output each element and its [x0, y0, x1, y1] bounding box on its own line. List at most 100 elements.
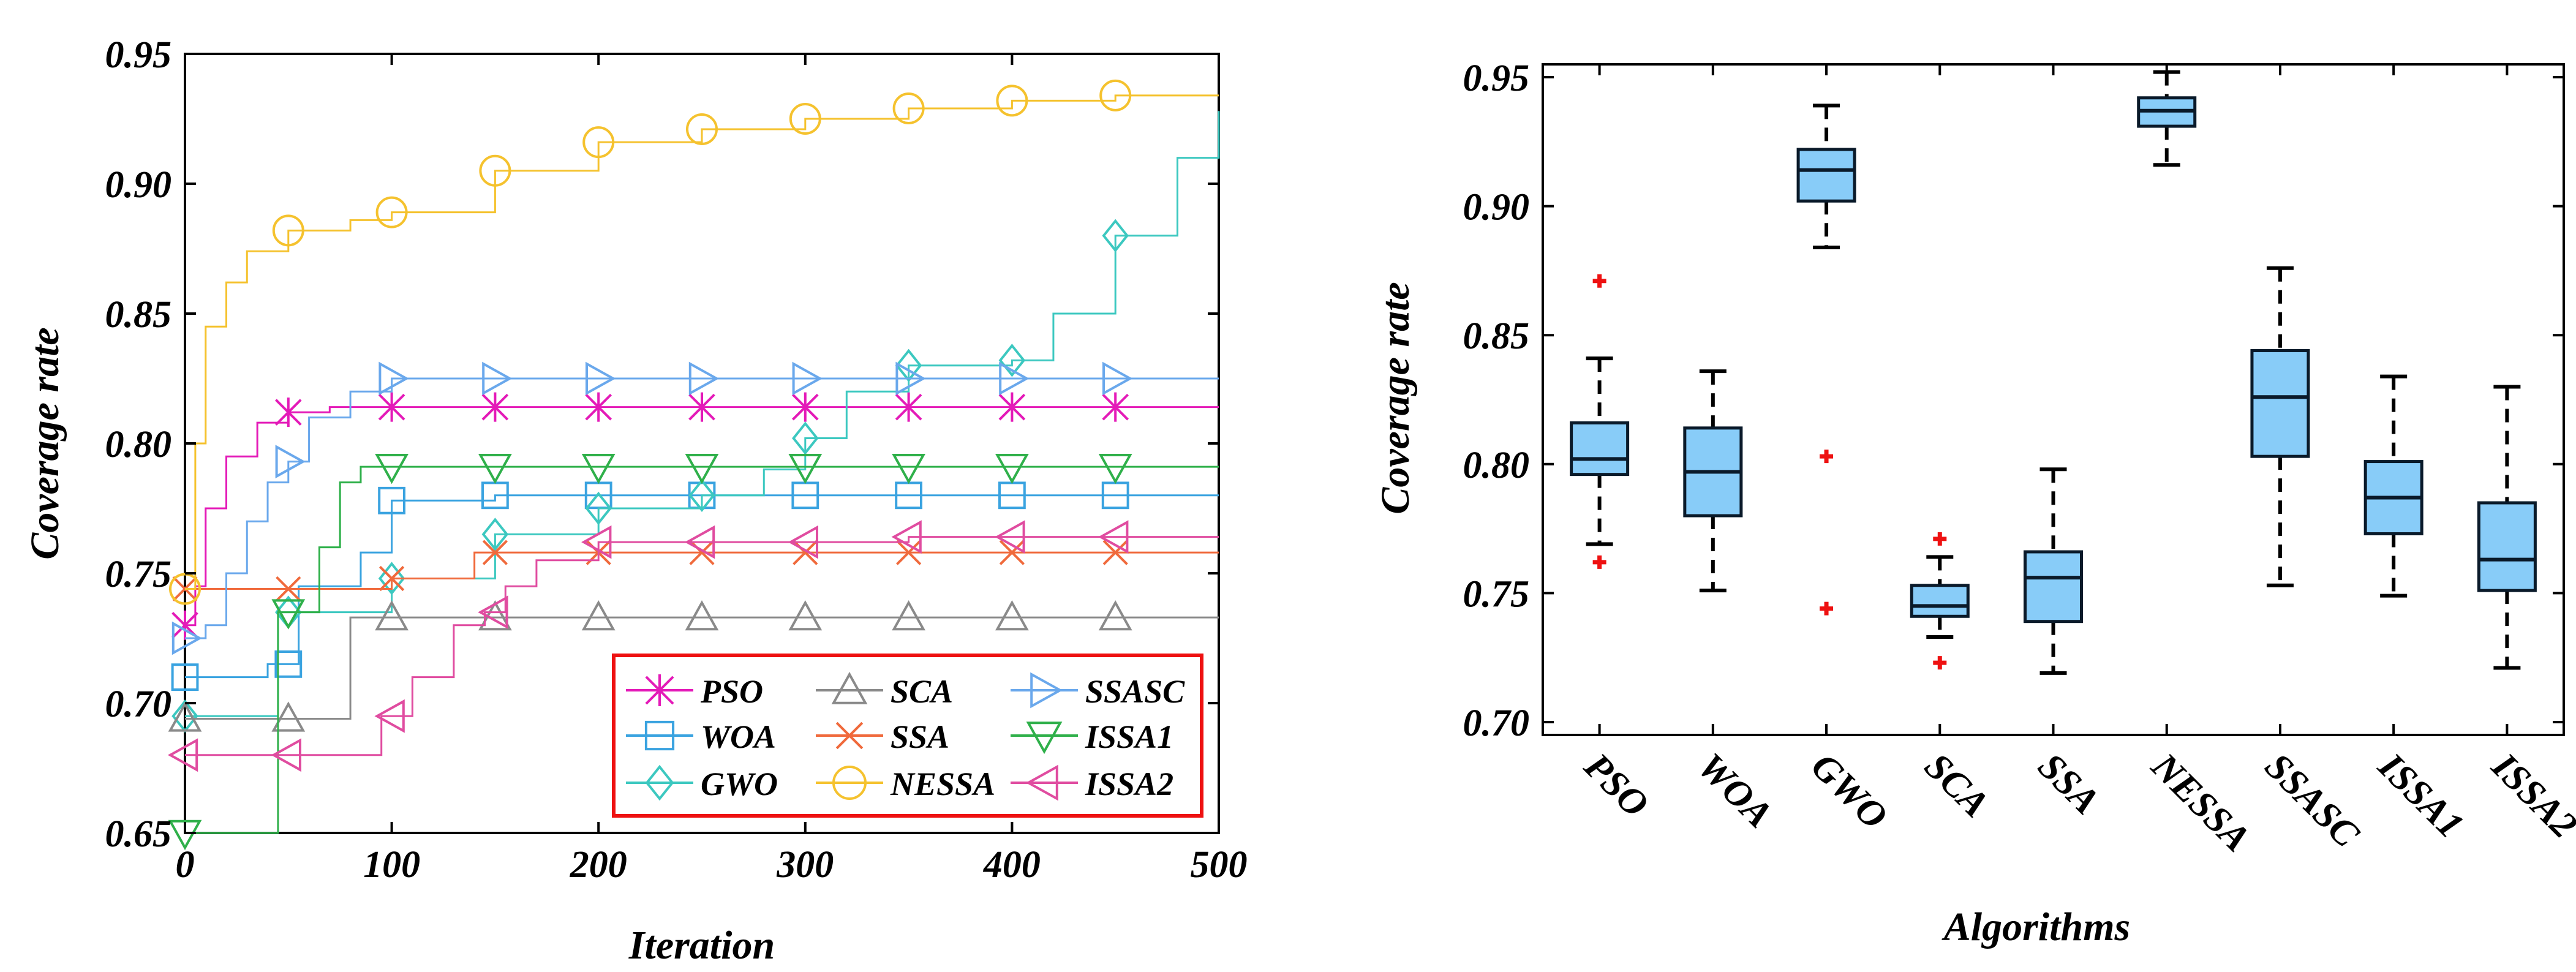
legend-item-issa1: ISSA1 [1011, 718, 1173, 755]
legend-label: SCA [891, 673, 953, 710]
outlier-marker [1933, 656, 1947, 670]
series-nessa [169, 79, 1219, 605]
data-point-gwo [998, 344, 1026, 377]
data-point-ssa [999, 540, 1025, 565]
data-point-gwo [481, 518, 509, 551]
data-point-ssa [378, 565, 405, 592]
legend-marker [644, 720, 675, 751]
data-point-issa2 [788, 525, 818, 559]
data-point-gwo [895, 348, 922, 383]
data-point-ssasc [895, 361, 926, 396]
box-body [2024, 550, 2083, 624]
data-point-ssasc [171, 621, 203, 655]
legend-marker [1026, 721, 1063, 755]
data-point-gwo [1102, 219, 1129, 253]
series-pso [171, 392, 1219, 640]
line-chart-axis-ticks: 0 100 200 300 400 500 0.65 0.70 0.75 0.80 0.85 0.90… [105, 34, 1248, 886]
box-body [2477, 501, 2537, 592]
data-point-nessa [996, 85, 1028, 117]
legend-label: WOA [701, 718, 776, 755]
outlier-marker [1933, 532, 1947, 546]
data-point-issa1 [892, 453, 925, 484]
legend-item-issa2: ISSA2 [1011, 764, 1173, 802]
data-point-sca [375, 600, 409, 631]
x-tick-label: 200 [570, 844, 627, 886]
data-point-pso [481, 392, 509, 422]
data-point-ssasc [999, 361, 1030, 396]
x-tick-label: SSASC [2257, 745, 2367, 856]
data-point-nessa [1099, 79, 1132, 111]
legend-label: NESSA [890, 766, 995, 802]
x-tick-label: ISSA1 [2370, 745, 2472, 846]
box-body [1796, 148, 1856, 203]
y-tick-label: 0.80 [105, 424, 172, 465]
series-line-woa [185, 494, 1219, 679]
legend-marker [831, 671, 868, 704]
legend-marker [645, 764, 674, 801]
x-tick-label: WOA [1690, 745, 1780, 836]
data-point-issa1 [1098, 453, 1132, 484]
box-body [2250, 348, 2310, 458]
data-point-woa [171, 663, 199, 691]
x-tick-label: ISSA2 [2484, 745, 2576, 846]
box-plot-boxes [1570, 70, 2537, 675]
y-tick-label: 0.65 [105, 813, 172, 855]
x-tick-label: PSO [1576, 745, 1657, 826]
y-tick-label: 0.80 [1463, 445, 1530, 486]
series-sca [168, 600, 1219, 732]
data-point-gwo [585, 491, 612, 526]
box-issa2 [2477, 385, 2537, 670]
data-point-nessa [892, 92, 925, 125]
data-point-issa1 [375, 453, 409, 484]
legend-label: SSA [891, 718, 949, 755]
data-point-issa1 [788, 453, 823, 484]
legend-marker [835, 721, 864, 750]
data-point-pso [688, 392, 715, 422]
y-tick-label: 0.90 [1463, 187, 1530, 228]
box-pso [1570, 274, 1630, 569]
data-point-issa1 [271, 599, 306, 630]
legend-marker [1025, 764, 1058, 801]
data-point-sca [581, 600, 616, 631]
series-ssa [172, 540, 1219, 602]
data-point-sca [685, 600, 719, 631]
data-point-nessa [789, 103, 821, 135]
data-point-pso [274, 397, 302, 428]
series-issa1 [168, 453, 1219, 851]
series-issa2 [167, 520, 1219, 772]
data-point-sca [788, 600, 823, 631]
data-point-sca [892, 600, 925, 631]
line-chart-y-axis-label: Coverage rate [23, 327, 67, 559]
data-point-ssasc [1102, 361, 1133, 396]
series-ssasc [171, 361, 1219, 655]
legend-item-ssa: SSA [816, 718, 949, 755]
y-tick-label: 0.90 [105, 164, 172, 206]
data-point-nessa [272, 214, 304, 247]
data-point-issa2 [581, 525, 612, 559]
x-tick-label: 0 [176, 844, 195, 886]
data-point-pso [585, 392, 612, 422]
legend-box [612, 654, 1203, 818]
x-tick-label: NESSA [2143, 745, 2258, 860]
data-point-ssasc [792, 361, 823, 396]
legend-label: ISSA2 [1085, 766, 1173, 802]
series-woa [171, 481, 1219, 691]
legend-item-woa: WOA [626, 718, 776, 755]
series-line-issa2 [185, 536, 1219, 756]
data-point-gwo [792, 421, 819, 455]
data-point-issa2 [684, 525, 715, 559]
box-body [1570, 421, 1630, 477]
box-gwo [1796, 104, 1856, 616]
y-tick-label: 0.70 [105, 684, 172, 725]
data-point-issa2 [374, 699, 405, 733]
data-point-nessa [686, 113, 718, 145]
data-point-nessa [582, 126, 615, 159]
data-point-pso [1102, 392, 1129, 422]
legend-item-gwo: GWO [626, 764, 778, 802]
data-point-issa2 [891, 520, 922, 554]
series-line-ssasc [185, 377, 1219, 639]
x-tick-label: SCA [1916, 745, 1997, 826]
box-sca [1910, 532, 1970, 670]
y-tick-label: 0.75 [1463, 573, 1530, 615]
x-tick-label: 300 [776, 844, 834, 886]
